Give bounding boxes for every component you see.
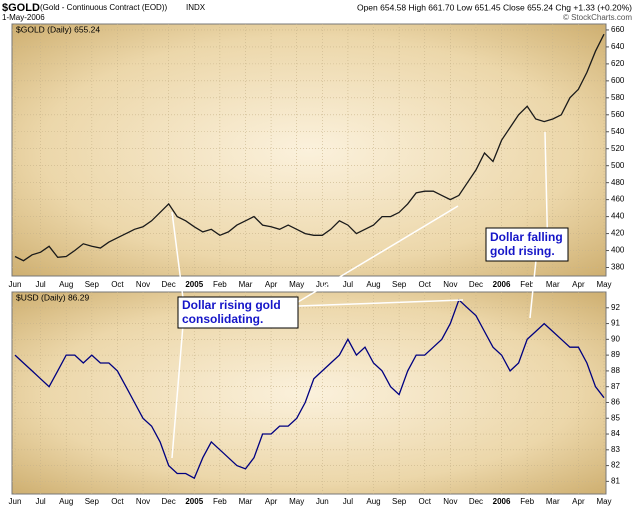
x-tick-label: Mar (239, 280, 253, 289)
y-tick-label: 420 (611, 229, 625, 238)
annotation: Dollar falling (490, 230, 563, 244)
y-tick-label: 400 (611, 246, 625, 255)
x-tick-label: Jun (316, 497, 329, 506)
y-tick-label: 620 (611, 59, 625, 68)
description: (Gold - Continuous Contract (EOD)) (40, 3, 167, 12)
y-tick-label: 82 (611, 461, 620, 470)
x-tick-label: Feb (213, 280, 227, 289)
x-tick-label: Jun (9, 280, 22, 289)
panel-title: $USD (Daily) 86.29 (16, 292, 89, 302)
y-tick-label: 86 (611, 398, 620, 407)
x-tick-label: Feb (213, 497, 227, 506)
x-tick-label: Oct (111, 280, 124, 289)
x-tick-label: Mar (239, 497, 253, 506)
y-tick-label: 83 (611, 445, 620, 454)
x-tick-label: Aug (366, 280, 380, 289)
x-tick-label: Jul (343, 497, 353, 506)
x-tick-label: Sep (392, 497, 407, 506)
x-tick-label: Jun (9, 497, 22, 506)
x-tick-label: Apr (265, 497, 278, 506)
y-tick-label: 560 (611, 110, 625, 119)
x-tick-label: May (289, 497, 304, 506)
x-tick-label: Dec (469, 280, 483, 289)
exchange: INDX (186, 3, 206, 12)
x-tick-label: Mar (546, 280, 560, 289)
series-line (14, 298, 605, 480)
y-tick-label: 520 (611, 144, 625, 153)
annotation-box (485, 227, 569, 262)
x-tick-label: Sep (392, 280, 407, 289)
x-tick-label: 2005 (185, 280, 203, 289)
x-tick-label: Nov (136, 280, 150, 289)
y-tick-label: 540 (611, 127, 625, 136)
y-tick-label: 500 (611, 161, 625, 170)
y-tick-label: 640 (611, 42, 625, 51)
quote: Open 654.58 High 661.70 Low 651.45 Close… (357, 2, 632, 12)
x-tick-label: 2006 (493, 497, 511, 506)
x-tick-label: Nov (136, 497, 150, 506)
x-tick-label: Jul (343, 280, 353, 289)
y-tick-label: 460 (611, 195, 625, 204)
x-tick-label: Feb (520, 497, 534, 506)
x-tick-label: 2005 (185, 497, 203, 506)
y-tick-label: 480 (611, 178, 625, 187)
y-tick-label: 84 (611, 429, 620, 438)
x-tick-label: Feb (520, 280, 534, 289)
y-tick-label: 380 (611, 263, 625, 272)
annotation: gold rising. (490, 244, 555, 258)
x-tick-label: Nov (443, 497, 457, 506)
x-tick-label: Jul (35, 497, 45, 506)
x-tick-label: Nov (443, 280, 457, 289)
annotation: Dollar rising gold (182, 298, 281, 312)
x-tick-label: Oct (419, 280, 432, 289)
y-tick-label: 87 (611, 382, 620, 391)
x-tick-label: Sep (85, 497, 100, 506)
x-tick-label: May (596, 280, 611, 289)
annotation: consolidating. (182, 312, 263, 326)
x-tick-label: Mar (546, 497, 560, 506)
credit: © StockCharts.com (563, 13, 632, 22)
x-tick-label: Dec (162, 497, 176, 506)
y-tick-label: 580 (611, 93, 625, 102)
y-tick-label: 440 (611, 212, 625, 221)
y-tick-label: 600 (611, 76, 625, 85)
y-tick-label: 92 (611, 303, 620, 312)
x-tick-label: Dec (469, 497, 483, 506)
symbol: $GOLD (2, 2, 40, 14)
date: 1-May-2006 (2, 13, 45, 22)
annotation-box (177, 296, 299, 329)
y-tick-label: 81 (611, 476, 620, 485)
x-tick-label: Oct (419, 497, 432, 506)
y-tick-label: 85 (611, 413, 620, 422)
y-tick-label: 88 (611, 366, 620, 375)
x-tick-label: Aug (366, 497, 380, 506)
x-tick-label: Sep (85, 280, 100, 289)
x-tick-label: Apr (572, 280, 585, 289)
x-tick-label: Jun (316, 280, 329, 289)
x-tick-label: Oct (111, 497, 124, 506)
x-tick-label: Aug (59, 280, 73, 289)
panel-title: $GOLD (Daily) 655.24 (16, 24, 100, 34)
x-tick-label: Jul (35, 280, 45, 289)
y-tick-label: 90 (611, 334, 620, 343)
y-tick-label: 91 (611, 319, 620, 328)
series-line (14, 33, 605, 262)
x-tick-label: May (596, 497, 611, 506)
y-tick-label: 89 (611, 350, 620, 359)
x-tick-label: 2006 (493, 280, 511, 289)
x-tick-label: Dec (162, 280, 176, 289)
y-tick-label: 660 (611, 25, 625, 34)
x-tick-label: Apr (265, 280, 278, 289)
x-tick-label: Apr (572, 497, 585, 506)
x-tick-label: Aug (59, 497, 73, 506)
x-tick-label: May (289, 280, 304, 289)
